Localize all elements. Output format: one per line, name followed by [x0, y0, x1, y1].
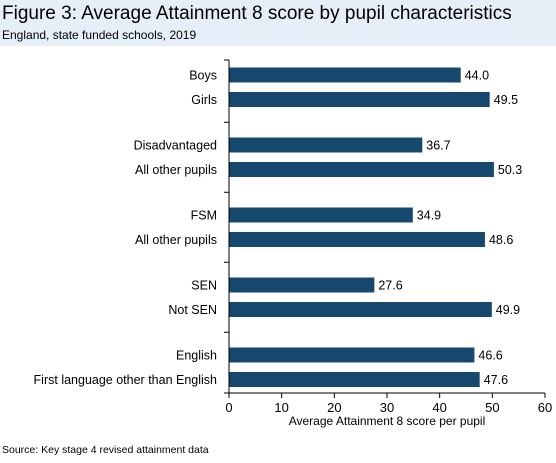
- figure-title: Figure 3: Average Attainment 8 score by …: [2, 3, 512, 24]
- bar: [229, 302, 492, 317]
- bar: [229, 162, 494, 177]
- header-band: [0, 0, 556, 46]
- x-tick-label: 0: [225, 400, 232, 415]
- category-label: Not SEN: [168, 303, 217, 317]
- bar: [229, 372, 480, 387]
- x-tick-label: 60: [538, 400, 552, 415]
- figure-subtitle: England, state funded schools, 2019: [2, 28, 197, 42]
- x-tick-label: 10: [274, 400, 288, 415]
- bar: [229, 207, 413, 223]
- category-label: FSM: [191, 209, 217, 223]
- bar: [229, 277, 375, 293]
- value-label: 49.9: [496, 303, 520, 317]
- value-label: 50.3: [498, 163, 522, 177]
- bar: [229, 232, 485, 247]
- bar: [229, 347, 475, 363]
- category-label: First language other than English: [34, 373, 217, 387]
- value-label: 49.5: [494, 93, 518, 107]
- bar: [229, 137, 423, 153]
- value-label: 34.9: [417, 209, 441, 223]
- value-label: 44.0: [465, 69, 489, 83]
- category-label: Disadvantaged: [134, 139, 217, 153]
- value-label: 46.6: [478, 349, 502, 363]
- category-label: All other pupils: [135, 163, 217, 177]
- category-label: All other pupils: [135, 233, 217, 247]
- category-label: Boys: [189, 69, 217, 83]
- category-label: English: [176, 349, 217, 363]
- value-label: 47.6: [484, 373, 508, 387]
- x-tick-label: 40: [432, 400, 446, 415]
- x-axis-label: Average Attainment 8 score per pupil: [289, 414, 486, 428]
- x-tick-label: 50: [485, 400, 499, 415]
- x-tick-label: 20: [327, 400, 341, 415]
- category-label: Girls: [191, 93, 217, 107]
- category-label: SEN: [191, 279, 217, 293]
- bar: [229, 92, 490, 107]
- value-label: 27.6: [378, 279, 402, 293]
- value-label: 36.7: [426, 139, 450, 153]
- bar: [229, 67, 461, 83]
- axis-layer: 0 10 20 30 40 50 60: [224, 59, 552, 415]
- x-tick-label: 30: [380, 400, 394, 415]
- value-label: 48.6: [489, 233, 513, 247]
- source-note: Source: Key stage 4 revised attainment d…: [2, 444, 209, 456]
- bars-layer: Boys 44.0 Girls 49.5 Disadvantaged 36.7 All ot…: [34, 67, 522, 387]
